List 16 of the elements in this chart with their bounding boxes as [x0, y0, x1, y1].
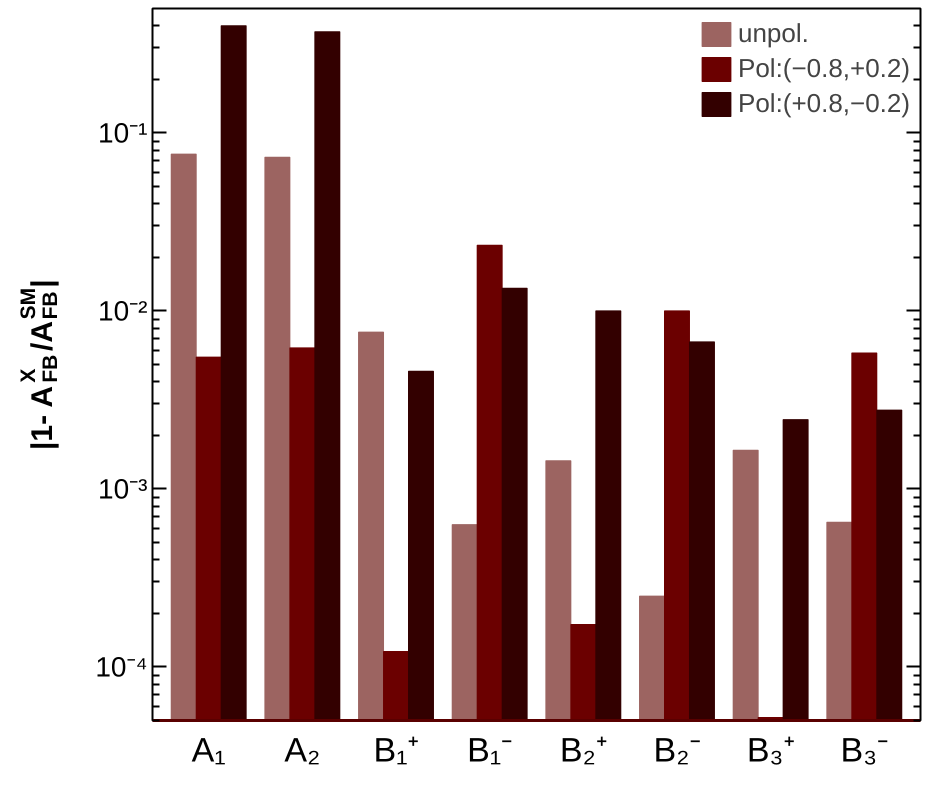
x-tick-label: A₁ [192, 732, 226, 770]
x-tick-label: B₂⁻ [654, 732, 700, 770]
x-tick-label: B₁⁻ [467, 732, 512, 770]
x-tick-label: B₃⁺ [746, 732, 794, 770]
y-tick-label: 10⁻¹ [98, 117, 148, 148]
legend-label: unpol. [738, 18, 809, 49]
y-tick-label: 10⁻³ [98, 473, 148, 504]
x-tick-label: B₂⁺ [560, 732, 607, 770]
x-tick-label: A₂ [284, 732, 320, 770]
y-tick-label: 10⁻² [98, 295, 148, 326]
legend-label: Pol:(−0.8,+0.2) [738, 53, 910, 84]
y-tick-label: 10⁻⁴ [95, 651, 148, 682]
legend-label: Pol:(+0.8,−0.2) [738, 88, 910, 119]
x-tick-label: B₃⁻ [840, 732, 888, 770]
y-axis-title: |1- AXFB/ASMFB| [17, 279, 62, 450]
x-tick-label: B₁⁺ [373, 732, 419, 770]
